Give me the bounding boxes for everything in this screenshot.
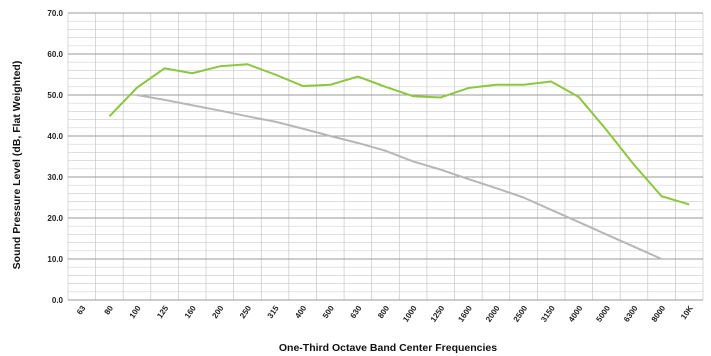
- x-tick-label: 2000: [484, 304, 502, 324]
- x-tick-label: 3150: [539, 304, 557, 324]
- x-tick-label: 200: [210, 304, 225, 321]
- minor-gridlines: [67, 13, 704, 300]
- series-lines: [108, 63, 690, 260]
- y-tick-label: 60.0: [47, 50, 63, 59]
- x-tick-label: 1250: [429, 304, 447, 324]
- x-tick-label: 5000: [594, 304, 612, 324]
- x-tick-label: 2500: [512, 304, 530, 324]
- y-tick-label: 20.0: [47, 214, 63, 223]
- x-tick-label: 63: [75, 304, 88, 317]
- x-tick-label: 4000: [567, 304, 585, 324]
- x-tick-label: 80: [103, 304, 116, 317]
- x-tick-label: 1000: [401, 304, 419, 324]
- x-tick-label: 630: [348, 304, 363, 321]
- y-tick-label: 50.0: [47, 91, 63, 100]
- x-tick-label: 800: [376, 304, 391, 321]
- x-tick-label: 6300: [622, 304, 640, 324]
- x-tick-label: 400: [293, 304, 308, 321]
- x-tick-label: 315: [266, 304, 281, 321]
- series-line-2: [136, 94, 662, 260]
- x-tick-labels: 63 80 100 125 160 200 250 315 400 500 630 800 1000 12…: [75, 304, 695, 324]
- x-tick-label: 8000: [650, 304, 668, 324]
- y-tick-labels: 0.0 10.0 20.0 30.0 40.0 50.0 60.0 70.0: [47, 9, 63, 305]
- x-tick-label: 500: [321, 304, 336, 321]
- x-tick-label: 160: [183, 304, 198, 321]
- y-tick-label: 0.0: [52, 296, 64, 305]
- series-line-1: [108, 63, 690, 206]
- x-tick-label: 125: [155, 304, 170, 321]
- y-tick-label: 10.0: [47, 255, 63, 264]
- y-tick-label: 40.0: [47, 132, 63, 141]
- y-tick-label: 70.0: [47, 9, 63, 18]
- x-tick-label: 100: [128, 304, 143, 321]
- x-tick-label: 1600: [456, 304, 474, 324]
- major-gridlines: [68, 12, 703, 301]
- x-tick-label: 10K: [679, 304, 695, 321]
- x-tick-label: 250: [238, 304, 253, 321]
- x-axis-title: One-Third Octave Band Center Frequencies: [279, 342, 497, 354]
- y-axis-title: Sound Pressure Level (dB, Flat Weighted): [11, 61, 23, 270]
- y-tick-label: 30.0: [47, 173, 63, 182]
